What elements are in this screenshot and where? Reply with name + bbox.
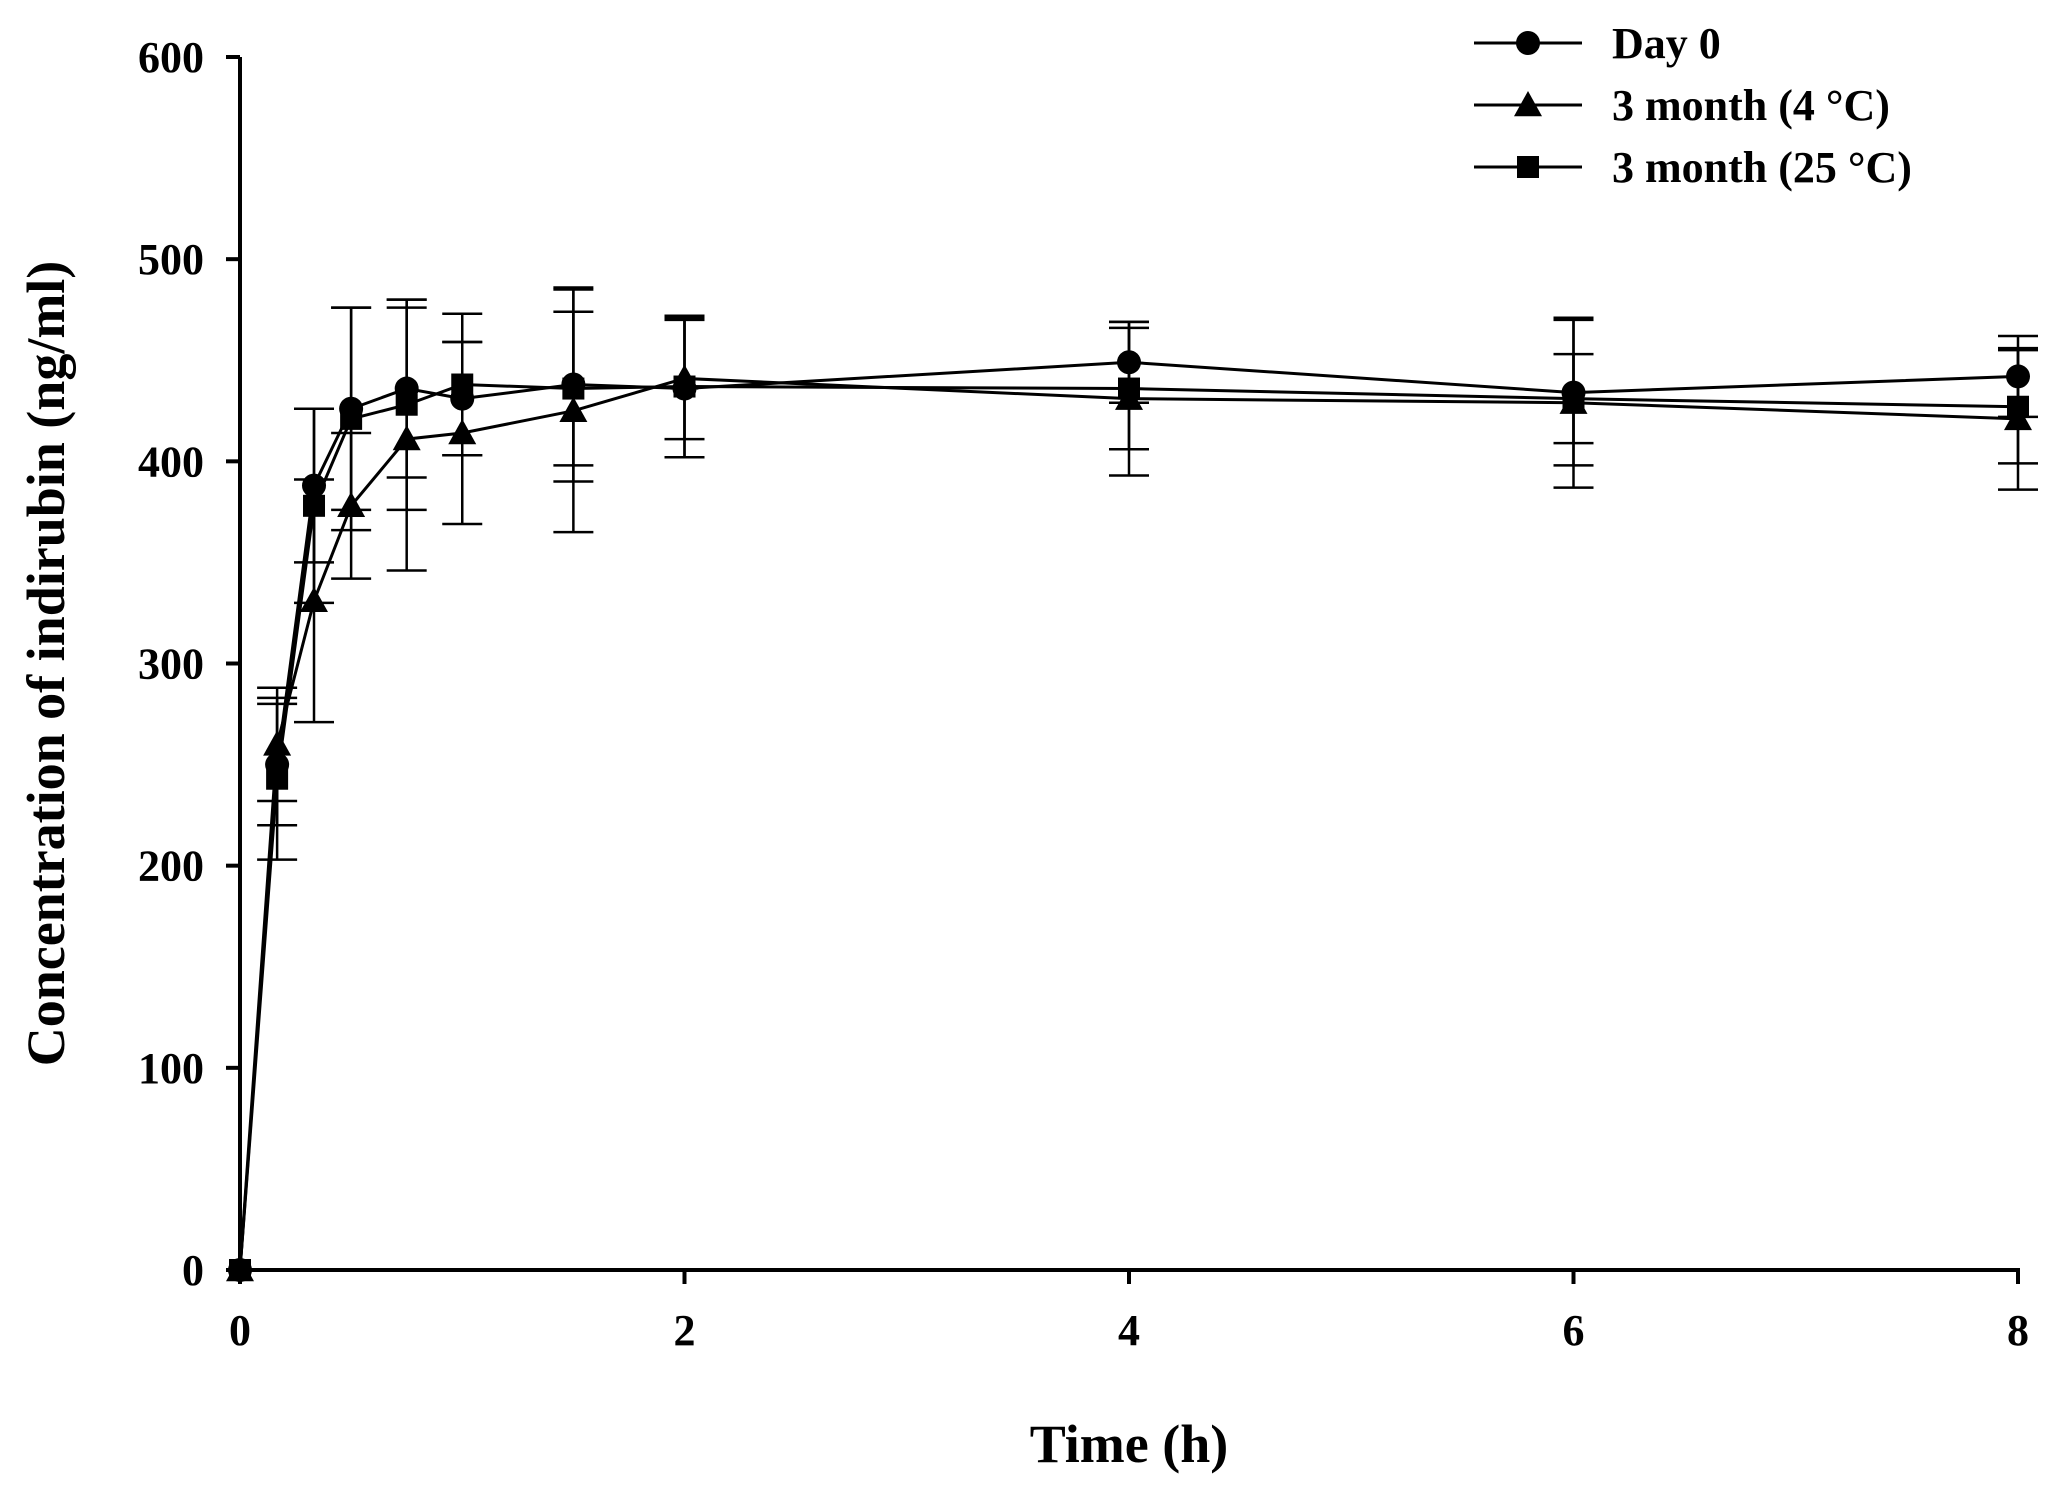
y-ticks: 0 100 200 300 400 500 600 (138, 33, 240, 1295)
series-line (238, 376, 2019, 1271)
data-point (229, 1259, 251, 1281)
x-tick-label: 6 (1563, 1306, 1585, 1355)
series-line (238, 383, 2019, 1271)
data-point (266, 767, 289, 790)
legend-marker (1517, 156, 1539, 178)
legend-item: Day 0 (1474, 19, 1721, 68)
x-ticks: 0 2 4 6 8 (229, 1270, 2029, 1355)
x-axis-title: Time (h) (1030, 1414, 1229, 1474)
data-point (451, 373, 474, 396)
x-tick-label: 2 (674, 1306, 696, 1355)
legend-label: 3 month (4 °C) (1612, 81, 1890, 130)
plot-area (226, 286, 2038, 1282)
legend-label: 3 month (25 °C) (1612, 143, 1912, 192)
y-tick-label: 0 (182, 1246, 204, 1295)
data-point (2007, 395, 2029, 418)
data-point (673, 375, 696, 398)
y-tick-label: 600 (138, 33, 204, 82)
axes: 0 2 4 6 8 0 100 200 300 400 500 600 (138, 33, 2029, 1355)
x-tick-label: 4 (1118, 1306, 1140, 1355)
legend-marker (1516, 31, 1540, 55)
y-tick-label: 400 (138, 437, 204, 486)
data-point (340, 407, 363, 430)
data-point (303, 494, 326, 517)
x-tick-label: 8 (2007, 1306, 2029, 1355)
data-point (395, 393, 418, 416)
series-1 (226, 288, 2038, 1282)
legend-item: 3 month (25 °C) (1474, 143, 1912, 192)
legend-label: Day 0 (1612, 19, 1721, 68)
series-0 (228, 286, 2038, 1282)
data-point (1562, 387, 1585, 410)
y-tick-label: 200 (138, 842, 204, 891)
legend-item: 3 month (4 °C) (1474, 81, 1890, 130)
data-point (1118, 377, 1140, 400)
legend-marker (1514, 91, 1542, 117)
data-point (562, 377, 585, 400)
x-tick-label: 0 (229, 1306, 251, 1355)
legend: Day 0 3 month (4 °C) 3 month (25 °C) (1474, 19, 1912, 192)
series-2 (229, 298, 2038, 1281)
y-axis-title: Concentration of indirubin (ng/ml) (16, 261, 76, 1067)
y-tick-label: 500 (138, 235, 204, 284)
y-tick-label: 300 (138, 640, 204, 689)
series-line (238, 360, 2019, 1271)
y-tick-label: 100 (138, 1044, 204, 1093)
